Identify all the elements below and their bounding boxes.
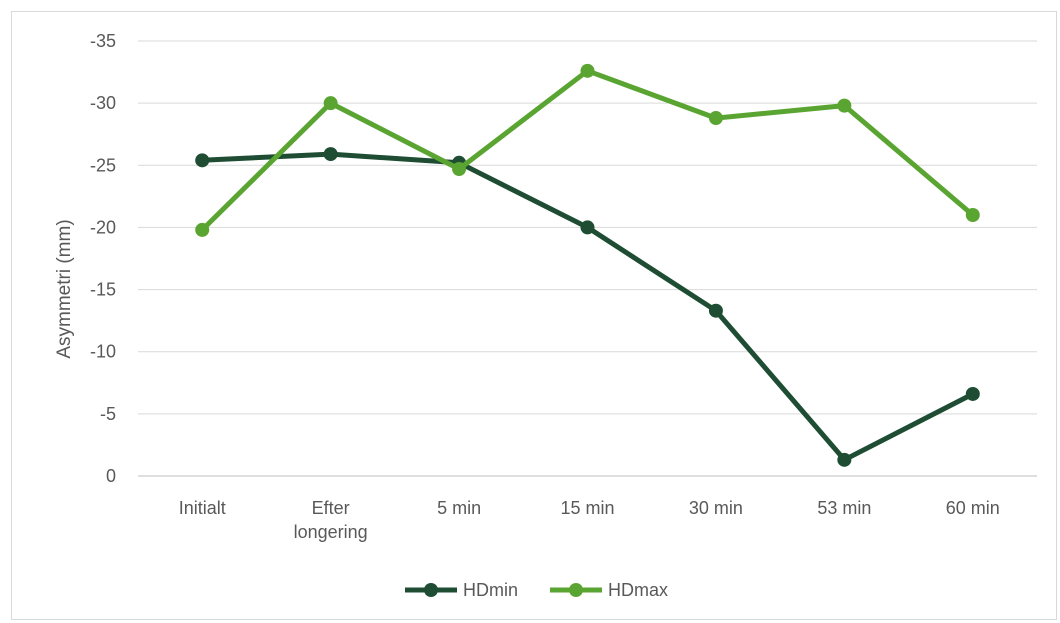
series-layer — [195, 63, 980, 467]
y-axis-ticks: 0 -5 -10 -15 -20 -25 -30 -35 — [90, 31, 116, 486]
x-axis-ticks: Initialt Efter longering 5 min 15 min 30 min 5… — [179, 498, 1000, 542]
x-tick-label: Initialt — [179, 498, 226, 518]
y-tick-label: -30 — [90, 93, 116, 113]
x-tick-label: 53 min — [817, 498, 871, 518]
legend-swatch-marker — [424, 583, 438, 597]
y-axis-title: Asymmetri (mm) — [54, 219, 75, 358]
series-hdmax — [195, 63, 980, 237]
series-line — [199, 68, 976, 233]
data-point — [708, 111, 723, 126]
data-point — [580, 63, 595, 78]
y-tick-label: -35 — [90, 31, 116, 51]
x-tick-label: 30 min — [689, 498, 743, 518]
gridlines — [138, 40, 1037, 477]
data-point — [965, 386, 980, 401]
y-tick-label: 0 — [106, 466, 116, 486]
x-tick-label: Efter longering — [294, 498, 368, 542]
data-point — [452, 162, 467, 177]
legend: HDmin HDmax — [405, 580, 668, 600]
data-point — [580, 220, 595, 235]
x-tick-label: 5 min — [437, 498, 481, 518]
y-tick-label: -25 — [90, 155, 116, 175]
x-tick-label: 60 min — [946, 498, 1000, 518]
data-point — [708, 303, 723, 318]
y-tick-label: -10 — [90, 342, 116, 362]
legend-item-hdmin: HDmin — [405, 580, 518, 600]
y-tick-label: -15 — [90, 280, 116, 300]
legend-label: HDmin — [463, 580, 518, 600]
series-hdmin — [195, 147, 980, 467]
data-point — [195, 153, 210, 168]
data-point — [323, 147, 338, 162]
data-point — [195, 222, 210, 237]
legend-label: HDmax — [608, 580, 668, 600]
data-point — [965, 208, 980, 222]
legend-item-hdmax: HDmax — [550, 580, 668, 600]
data-point — [837, 98, 852, 113]
legend-swatch-marker — [569, 583, 583, 597]
y-tick-label: -20 — [90, 217, 116, 237]
data-point — [837, 452, 852, 467]
y-tick-label: -5 — [100, 404, 116, 424]
data-point — [323, 96, 338, 111]
x-tick-label: 15 min — [560, 498, 614, 518]
